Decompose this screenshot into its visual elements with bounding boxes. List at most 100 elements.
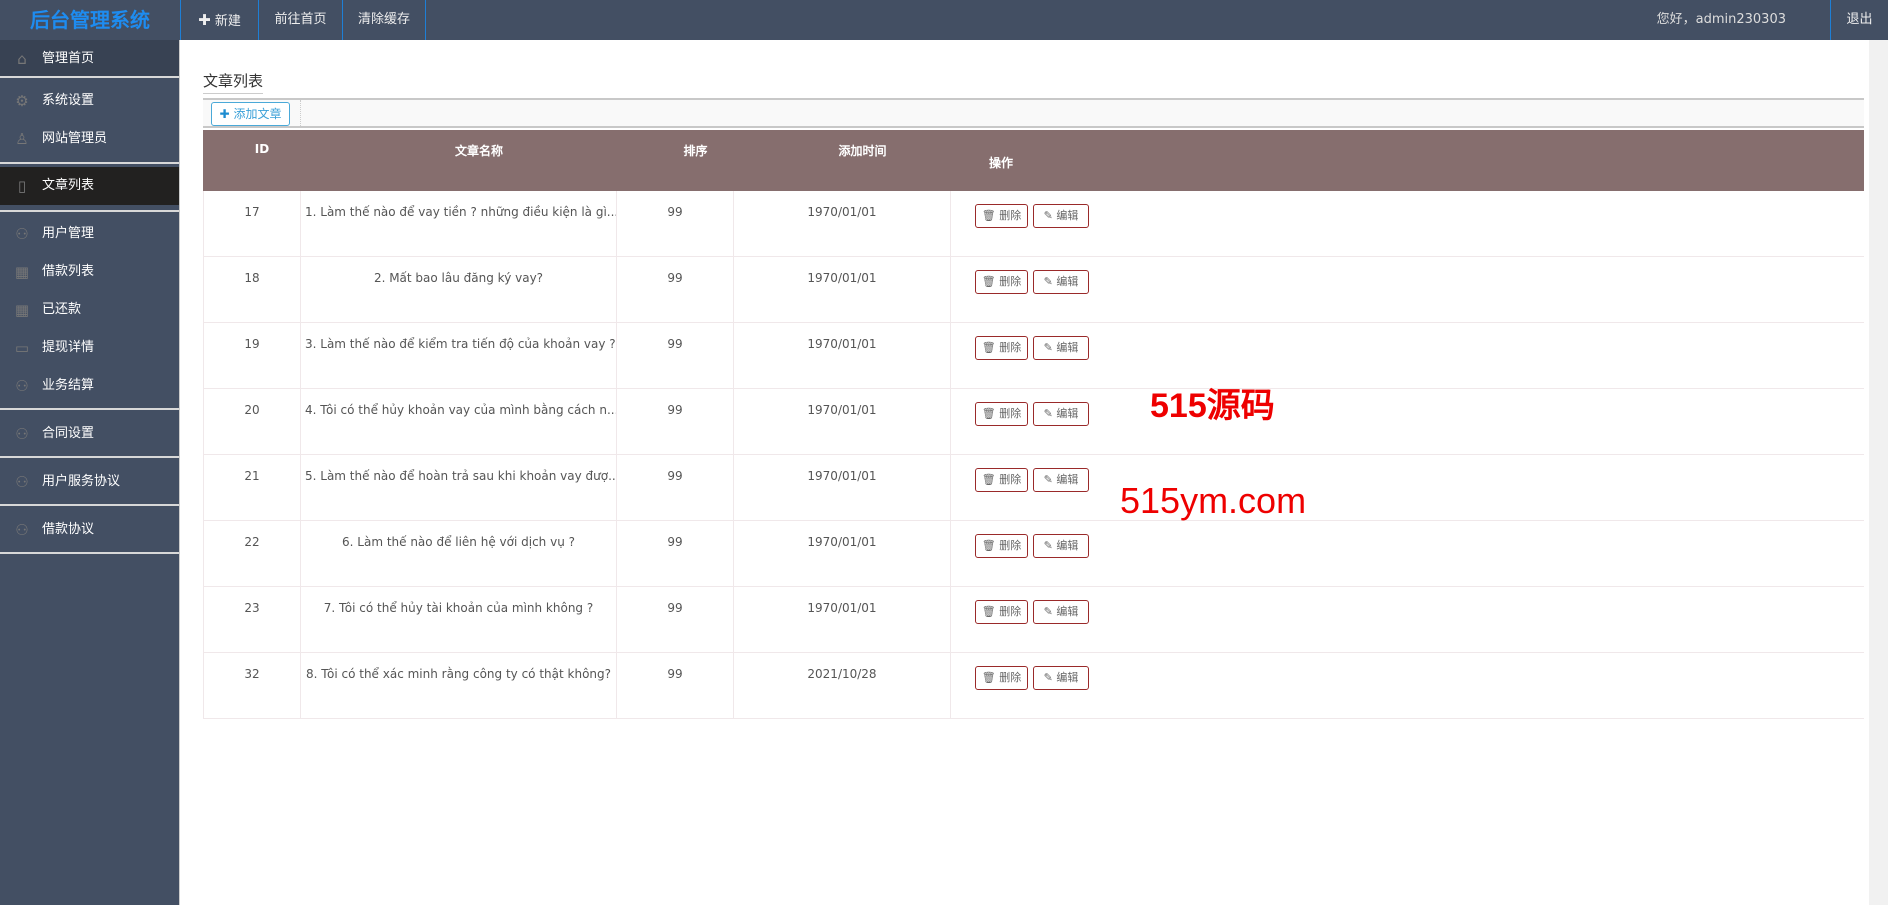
cell-time: 1970/01/01	[734, 389, 951, 455]
delete-button[interactable]: 🗑 删除	[975, 468, 1028, 492]
scrollbar[interactable]	[1869, 40, 1888, 905]
edit-button[interactable]: ✎ 编辑	[1033, 336, 1089, 360]
edit-icon: ✎	[1043, 209, 1053, 222]
delete-button[interactable]: 🗑 删除	[975, 270, 1028, 294]
cell-id: 20	[204, 389, 301, 455]
cell-time: 1970/01/01	[734, 521, 951, 587]
toolbar: ✚ 添加文章	[203, 98, 1864, 128]
edit-button[interactable]: ✎ 编辑	[1033, 270, 1089, 294]
cell-time: 1970/01/01	[734, 257, 951, 323]
col-time: 添加时间	[838, 144, 887, 158]
cell-id: 32	[204, 653, 301, 719]
cell-id: 21	[204, 455, 301, 521]
sidebar-item-5[interactable]: ⚇ 用户管理	[0, 215, 179, 253]
col-id: ID	[254, 142, 270, 156]
logo: 后台管理系统	[30, 8, 150, 32]
edit-button[interactable]: ✎ 编辑	[1033, 204, 1089, 228]
sidebar-divider	[0, 456, 179, 458]
edit-button[interactable]: ✎ 编辑	[1033, 468, 1089, 492]
cell-name: 1. Làm thế nào để vay tiền ? những điều …	[301, 191, 617, 257]
cell-sort: 99	[617, 587, 734, 653]
edit-button[interactable]: ✎ 编辑	[1033, 666, 1089, 690]
sidebar-item-9[interactable]: ⚇ 业务结算	[0, 367, 179, 405]
col-name: 文章名称	[454, 144, 503, 158]
plus-icon: ✚	[219, 107, 230, 121]
new-button[interactable]: ✚ 新建	[180, 0, 258, 40]
cell-name: 6. Làm thế nào để liên hệ với dịch vụ ?	[301, 521, 617, 587]
sidebar-item-label: 借款协议	[42, 522, 95, 537]
table-row: 22 6. Làm thế nào để liên hệ với dịch vụ…	[203, 521, 1864, 587]
trash-icon: 🗑	[981, 407, 996, 420]
sidebar-item-10[interactable]: ⚇ 合同设置	[0, 415, 179, 453]
sidebar-item-label: 用户管理	[42, 226, 95, 241]
inbox-icon: ▭	[14, 339, 30, 357]
go-home-button[interactable]: 前往首页	[258, 0, 342, 40]
users-icon: ⚇	[15, 473, 29, 491]
logout-button[interactable]: 退出	[1830, 0, 1888, 40]
delete-button[interactable]: 🗑 删除	[975, 666, 1028, 690]
cell-id: 19	[204, 323, 301, 389]
delete-button[interactable]: 🗑 删除	[975, 204, 1028, 228]
cell-id: 17	[204, 191, 301, 257]
sidebar-item-6[interactable]: ▦ 借款列表	[0, 253, 179, 291]
users-icon: ⚇	[15, 521, 29, 539]
delete-button[interactable]: 🗑 删除	[975, 336, 1028, 360]
trash-icon: 🗑	[981, 473, 996, 486]
table-row: 20 4. Tôi có thể hủy khoản vay của mình …	[203, 389, 1864, 455]
edit-icon: ✎	[1043, 539, 1053, 552]
table-row: 17 1. Làm thế nào để vay tiền ? những đi…	[203, 191, 1864, 257]
cell-name: 2. Mất bao lâu đăng ký vay?	[301, 257, 617, 323]
table-header: ID 文章名称 排序 添加时间 操作	[203, 130, 1864, 191]
delete-button[interactable]: 🗑 删除	[975, 600, 1028, 624]
users-icon: ⚇	[15, 377, 29, 395]
users-icon: ⚇	[15, 225, 29, 243]
sidebar-divider	[0, 210, 179, 212]
page-title: 文章列表	[203, 70, 264, 94]
cell-time: 1970/01/01	[734, 191, 951, 257]
delete-button[interactable]: 🗑 删除	[975, 402, 1028, 426]
sidebar-item-7[interactable]: ▦ 已还款	[0, 291, 179, 329]
sidebar-item-3[interactable]: ♙ 网站管理员	[0, 120, 179, 158]
clear-cache-button[interactable]: 清除缓存	[342, 0, 426, 40]
edit-icon: ✎	[1043, 605, 1053, 618]
gear-icon: ⚙	[15, 92, 29, 110]
cell-time: 1970/01/01	[734, 455, 951, 521]
sidebar-item-4[interactable]: ▯ 文章列表	[0, 167, 179, 205]
plus-icon: ✚	[198, 11, 211, 29]
add-article-button[interactable]: ✚ 添加文章	[211, 102, 290, 126]
edit-icon: ✎	[1043, 473, 1053, 486]
edit-icon: ✎	[1043, 407, 1053, 420]
sidebar-divider	[0, 504, 179, 506]
cell-time: 1970/01/01	[734, 587, 951, 653]
sidebar-item-label: 网站管理员	[42, 131, 108, 146]
sidebar-item-label: 系统设置	[42, 93, 95, 108]
cell-sort: 99	[617, 455, 734, 521]
trash-icon: 🗑	[981, 209, 996, 222]
trash-icon: 🗑	[981, 275, 996, 288]
edit-button[interactable]: ✎ 编辑	[1033, 534, 1089, 558]
main-content: 文章列表 ✚ 添加文章 ID 文章名称 排序 添加时间 操作 17 1. Làm…	[181, 40, 1869, 905]
sidebar: ⌂ 管理首页 ⚙ 系统设置 ♙ 网站管理员 ▯ 文章列表 ⚇ 用户管理 ▦ 借款列表 ▦ 已还款 ▭ 提现详情…	[0, 40, 180, 905]
sidebar-item-label: 管理首页	[42, 51, 95, 66]
home-icon: ⌂	[17, 50, 27, 68]
grid-icon: ▦	[14, 263, 30, 281]
trash-icon: 🗑	[981, 605, 996, 618]
sidebar-item-1[interactable]: ⌂ 管理首页	[0, 40, 179, 78]
cell-name: 7. Tôi có thể hủy tài khoản của mình khô…	[301, 587, 617, 653]
cell-sort: 99	[617, 257, 734, 323]
trash-icon: 🗑	[981, 671, 996, 684]
cell-id: 18	[204, 257, 301, 323]
delete-button[interactable]: 🗑 删除	[975, 534, 1028, 558]
edit-icon: ✎	[1043, 341, 1053, 354]
sidebar-item-label: 用户服务协议	[42, 474, 121, 489]
cell-time: 2021/10/28	[734, 653, 951, 719]
divider	[300, 100, 301, 126]
sidebar-item-12[interactable]: ⚇ 借款协议	[0, 511, 179, 549]
user-icon: ♙	[15, 130, 29, 148]
edit-button[interactable]: ✎ 编辑	[1033, 402, 1089, 426]
sidebar-item-11[interactable]: ⚇ 用户服务协议	[0, 463, 179, 501]
edit-button[interactable]: ✎ 编辑	[1033, 600, 1089, 624]
sidebar-item-2[interactable]: ⚙ 系统设置	[0, 82, 179, 120]
sidebar-item-8[interactable]: ▭ 提现详情	[0, 329, 179, 367]
top-header: 后台管理系统 ✚ 新建 前往首页 清除缓存 您好，admin230303 退出	[0, 0, 1888, 40]
